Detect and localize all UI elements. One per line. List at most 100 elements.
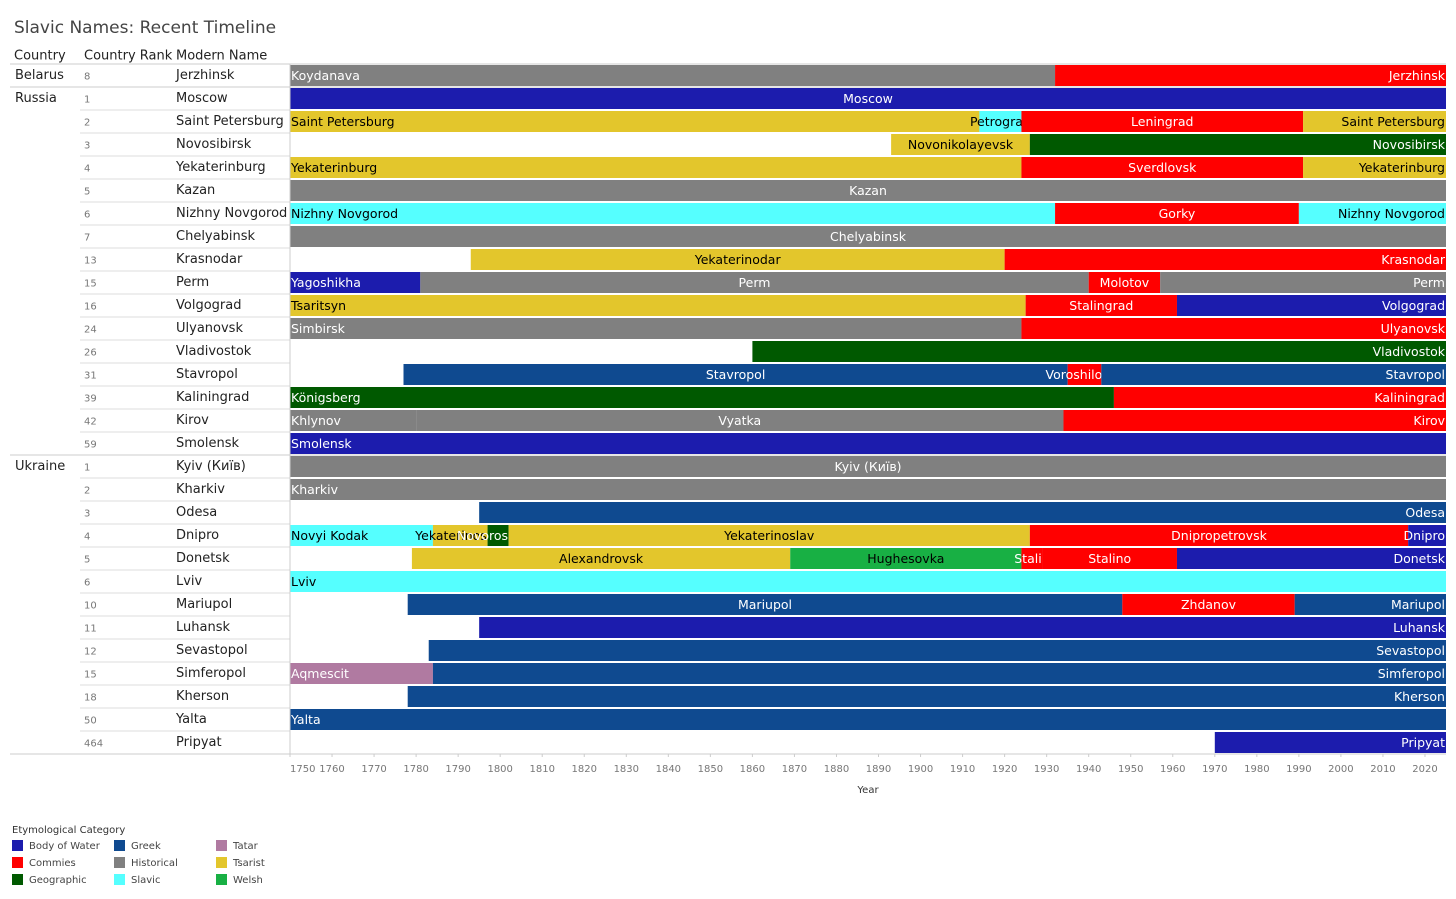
segment-label: Vladivostok: [1373, 344, 1446, 359]
segment: [508, 525, 1030, 546]
x-tick-label: 1830: [614, 764, 639, 775]
segment-label: Chelyabinsk: [830, 229, 907, 244]
segment: [1298, 203, 1446, 224]
segment: [416, 410, 1064, 431]
x-tick-label: 1890: [866, 764, 891, 775]
name-label: Krasnodar: [176, 252, 243, 267]
segment-label: Vyatka: [718, 413, 761, 428]
name-label: Stavropol: [176, 367, 238, 382]
segment: [290, 525, 433, 546]
segment-label: Dnipropetrovsk: [1171, 528, 1267, 543]
segment-label: Molotov: [1100, 275, 1150, 290]
segment-label: Kharkiv: [291, 482, 339, 497]
segment: [407, 686, 1447, 707]
x-tick-label: 2010: [1370, 764, 1395, 775]
legend-swatch: [216, 857, 227, 868]
segment-label: Volgograd: [1382, 298, 1445, 313]
name-label: Dnipro: [176, 528, 219, 543]
x-tick-label: 1780: [403, 764, 428, 775]
name-label: Chelyabinsk: [176, 229, 255, 244]
segment: [290, 318, 1022, 339]
segment: [1294, 594, 1446, 615]
segment-label: Lviv: [291, 574, 317, 589]
x-tick-label: 1800: [487, 764, 512, 775]
x-tick-label: 1930: [1034, 764, 1059, 775]
country-label: Ukraine: [15, 459, 65, 474]
rank-label: 39: [84, 394, 97, 405]
legend-swatch: [114, 857, 125, 868]
rank-label: 6: [84, 578, 90, 589]
segment-label: Yalta: [290, 712, 321, 727]
segment: [290, 479, 1446, 500]
x-tick-label: 1910: [950, 764, 975, 775]
segment: [487, 525, 509, 546]
chart-title: Slavic Names: Recent Timeline: [14, 18, 276, 38]
rank-label: 10: [84, 601, 97, 612]
segment: [290, 387, 1114, 408]
name-label: Jerzhinsk: [175, 68, 235, 83]
segment-label: Stavropol: [1386, 367, 1445, 382]
segment: [1214, 732, 1446, 753]
rank-label: 5: [84, 187, 90, 198]
rank-label: 8: [84, 72, 90, 83]
segment-label: Kherson: [1394, 689, 1445, 704]
name-label: Kazan: [176, 183, 215, 198]
segment-label: Kirov: [1413, 413, 1445, 428]
rank-label: 15: [84, 279, 97, 290]
name-label: Volgograd: [176, 298, 241, 313]
segment-label: Alexandrovsk: [559, 551, 644, 566]
name-label: Nizhny Novgorod: [176, 206, 287, 221]
segment-label: Zhdanov: [1181, 597, 1237, 612]
segment-label: Moscow: [843, 91, 893, 106]
x-tick-label: 1880: [824, 764, 849, 775]
segment-label: Gorky: [1159, 206, 1196, 221]
segment: [407, 594, 1123, 615]
segment-label: Novosibirsk: [1373, 137, 1446, 152]
segment-label: Krasnodar: [1381, 252, 1446, 267]
segment: [979, 111, 1022, 132]
name-label: Luhansk: [176, 620, 230, 635]
segment: [752, 341, 1446, 362]
legend-label: Welsh: [233, 875, 263, 886]
x-tick-label: 1820: [572, 764, 597, 775]
segment-label: Nizhny Novgorod: [1338, 206, 1445, 221]
segment: [428, 640, 1447, 661]
segment-label: Kyiv (Київ): [834, 459, 901, 474]
segment: [1303, 157, 1446, 178]
name-label: Saint Petersburg: [176, 114, 284, 129]
rank-label: 1: [84, 95, 90, 106]
legend-swatch: [114, 874, 125, 885]
rank-label: 11: [84, 624, 97, 635]
legend-swatch: [216, 874, 227, 885]
segment: [891, 134, 1030, 155]
name-label: Kyiv (Київ): [176, 459, 246, 474]
segment-label: Stalingrad: [1069, 298, 1133, 313]
segment-label: Odesa: [1405, 505, 1445, 520]
rank-label: 3: [84, 509, 90, 520]
segment-label: Donetsk: [1393, 551, 1445, 566]
rank-label: 2: [84, 486, 90, 497]
name-label: Moscow: [176, 91, 228, 106]
name-label: Yalta: [175, 712, 207, 727]
segment: [290, 180, 1446, 201]
legend-label: Body of Water: [29, 841, 101, 852]
segment-label: Saint Petersburg: [291, 114, 395, 129]
segment: [479, 617, 1446, 638]
segment: [290, 272, 421, 293]
segment: [1122, 594, 1295, 615]
segment-label: Yekaterinburg: [1358, 160, 1445, 175]
segment: [432, 663, 1446, 684]
rank-label: 464: [84, 739, 103, 750]
segment: [1176, 295, 1446, 316]
x-tick-label: 1860: [740, 764, 765, 775]
segment: [420, 272, 1089, 293]
name-label: Kherson: [176, 689, 229, 704]
x-tick-label: 1870: [782, 764, 807, 775]
segment: [411, 548, 791, 569]
segment-label: Perm: [1413, 275, 1445, 290]
segment: [1029, 134, 1446, 155]
segment-label: Leningrad: [1131, 114, 1193, 129]
segment-label: Dnipro: [1404, 528, 1445, 543]
segment-label: Simferopol: [1378, 666, 1445, 681]
